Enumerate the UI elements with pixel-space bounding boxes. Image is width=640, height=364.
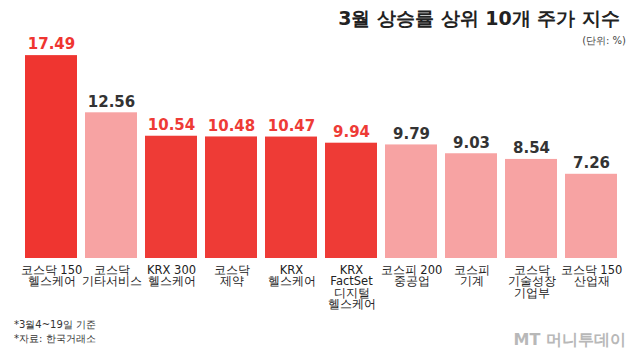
svg-text:코스피 200중공업: 코스피 200중공업 [381, 263, 443, 289]
svg-text:7.26: 7.26 [573, 154, 610, 172]
svg-text:9.79: 9.79 [393, 125, 430, 143]
svg-text:코스닥기술성장기업부: 코스닥기술성장기업부 [508, 263, 556, 300]
html-text:(단위: %): (단위: %) [582, 35, 626, 46]
svg-text:KRX 300헬스케어: KRX 300헬스케어 [147, 263, 196, 289]
svg-text:코스피기계: 코스피기계 [454, 263, 490, 289]
svg-text:KRX헬스케어: KRX헬스케어 [268, 263, 316, 289]
html-text:MT 머니투데이: MT 머니투데이 [513, 330, 626, 349]
svg-text:KRXFactSet디지털헬스케어: KRXFactSet디지털헬스케어 [328, 263, 376, 312]
svg-text:17.49: 17.49 [28, 35, 75, 53]
svg-text:12.56: 12.56 [88, 93, 135, 111]
svg-text:9.03: 9.03 [453, 134, 490, 152]
html-text:*3월4~19일 기준: *3월4~19일 기준 [14, 319, 96, 330]
svg-text:10.54: 10.54 [148, 116, 195, 134]
svg-text:8.54: 8.54 [513, 139, 550, 157]
svg-text:코스닥 150헬스케어: 코스닥 150헬스케어 [21, 263, 83, 289]
svg-text:코스닥기타서비스: 코스닥기타서비스 [82, 263, 142, 289]
svg-text:코스닥 150산업재: 코스닥 150산업재 [561, 263, 623, 289]
svg-text:9.94: 9.94 [333, 123, 370, 141]
html-text:*자료: 한국거래소: *자료: 한국거래소 [14, 333, 96, 344]
svg-text:10.47: 10.47 [268, 117, 315, 135]
html-text:3월 상승률 상위 10개 주가 지수: 3월 상승률 상위 10개 주가 지수 [338, 7, 620, 29]
svg-text:10.48: 10.48 [208, 117, 255, 135]
svg-text:코스닥제약: 코스닥제약 [214, 263, 250, 289]
